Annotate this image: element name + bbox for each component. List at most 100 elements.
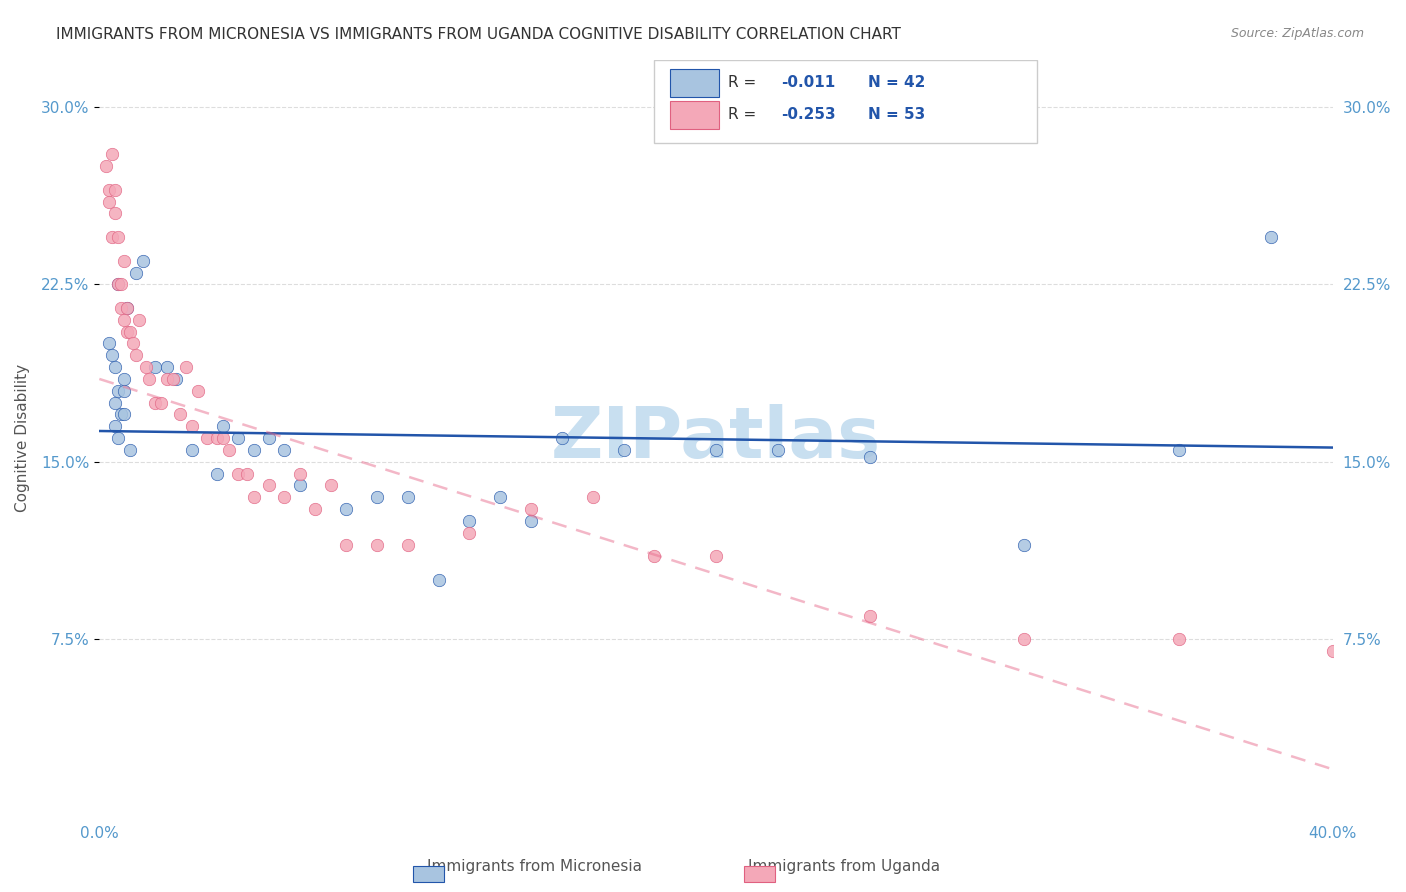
Point: [1014, 632, 1036, 647]
Point: [218, 442, 240, 457]
Point: [143, 395, 166, 409]
Point: [180, 419, 202, 434]
Text: -0.011: -0.011: [782, 75, 835, 90]
Point: [226, 467, 249, 481]
Point: [104, 395, 127, 409]
Point: [304, 502, 326, 516]
Text: R =: R =: [728, 75, 762, 90]
Point: [156, 360, 179, 375]
Point: [458, 525, 481, 540]
Point: [104, 419, 127, 434]
Point: [1322, 644, 1344, 658]
Point: [112, 253, 135, 268]
Point: [288, 478, 311, 492]
Point: [205, 431, 228, 445]
Point: [112, 313, 135, 327]
Point: [110, 301, 132, 315]
Point: [396, 537, 419, 551]
Text: N = 42: N = 42: [868, 75, 925, 90]
Point: [135, 360, 157, 375]
Point: [257, 431, 280, 445]
Point: [125, 265, 148, 279]
Point: [97, 336, 120, 351]
Point: [242, 490, 264, 504]
Point: [165, 372, 187, 386]
Point: [489, 490, 512, 504]
Point: [1167, 632, 1189, 647]
Point: [520, 514, 543, 528]
Point: [612, 442, 634, 457]
Point: [162, 372, 184, 386]
Point: [128, 313, 150, 327]
Point: [366, 537, 388, 551]
Point: [107, 277, 129, 292]
Point: [859, 608, 882, 623]
Point: [104, 360, 127, 375]
Point: [115, 301, 138, 315]
Point: [120, 325, 142, 339]
Text: ZIPatlas: ZIPatlas: [551, 403, 882, 473]
Point: [211, 431, 233, 445]
Point: [112, 384, 135, 398]
Point: [335, 537, 357, 551]
Point: [104, 183, 127, 197]
Point: [174, 360, 197, 375]
Point: [211, 419, 233, 434]
Point: [150, 395, 173, 409]
Text: IMMIGRANTS FROM MICRONESIA VS IMMIGRANTS FROM UGANDA COGNITIVE DISABILITY CORREL: IMMIGRANTS FROM MICRONESIA VS IMMIGRANTS…: [56, 27, 901, 42]
Point: [107, 230, 129, 244]
Point: [138, 372, 160, 386]
Point: [366, 490, 388, 504]
Point: [288, 467, 311, 481]
Point: [110, 408, 132, 422]
Text: Immigrants from Uganda: Immigrants from Uganda: [748, 859, 939, 874]
Point: [107, 277, 129, 292]
Point: [169, 408, 191, 422]
Point: [1260, 230, 1282, 244]
Point: [319, 478, 342, 492]
Point: [226, 431, 249, 445]
Point: [859, 450, 882, 464]
Point: [97, 183, 120, 197]
Point: [107, 384, 129, 398]
Point: [273, 490, 295, 504]
Point: [143, 360, 166, 375]
Point: [187, 384, 209, 398]
Point: [551, 431, 574, 445]
Point: [131, 253, 153, 268]
Text: Immigrants from Micronesia: Immigrants from Micronesia: [427, 859, 641, 874]
Point: [1167, 442, 1189, 457]
Point: [100, 230, 122, 244]
Point: [120, 442, 142, 457]
Point: [100, 147, 122, 161]
Point: [704, 442, 727, 457]
Point: [1014, 537, 1036, 551]
Text: Source: ZipAtlas.com: Source: ZipAtlas.com: [1230, 27, 1364, 40]
Point: [242, 442, 264, 457]
Point: [115, 301, 138, 315]
Text: R =: R =: [728, 107, 762, 122]
Text: -0.253: -0.253: [782, 107, 837, 122]
Point: [236, 467, 259, 481]
Point: [273, 442, 295, 457]
Point: [156, 372, 179, 386]
Text: N = 53: N = 53: [868, 107, 925, 122]
Point: [427, 573, 450, 587]
Point: [94, 159, 117, 173]
Point: [104, 206, 127, 220]
Point: [112, 408, 135, 422]
FancyBboxPatch shape: [671, 101, 718, 129]
Point: [100, 348, 122, 362]
FancyBboxPatch shape: [654, 60, 1036, 143]
Point: [335, 502, 357, 516]
Point: [458, 514, 481, 528]
Point: [766, 442, 789, 457]
Point: [115, 325, 138, 339]
Y-axis label: Cognitive Disability: Cognitive Disability: [15, 364, 30, 512]
Point: [520, 502, 543, 516]
Point: [704, 549, 727, 564]
Point: [257, 478, 280, 492]
Point: [107, 431, 129, 445]
Point: [112, 372, 135, 386]
Point: [582, 490, 605, 504]
